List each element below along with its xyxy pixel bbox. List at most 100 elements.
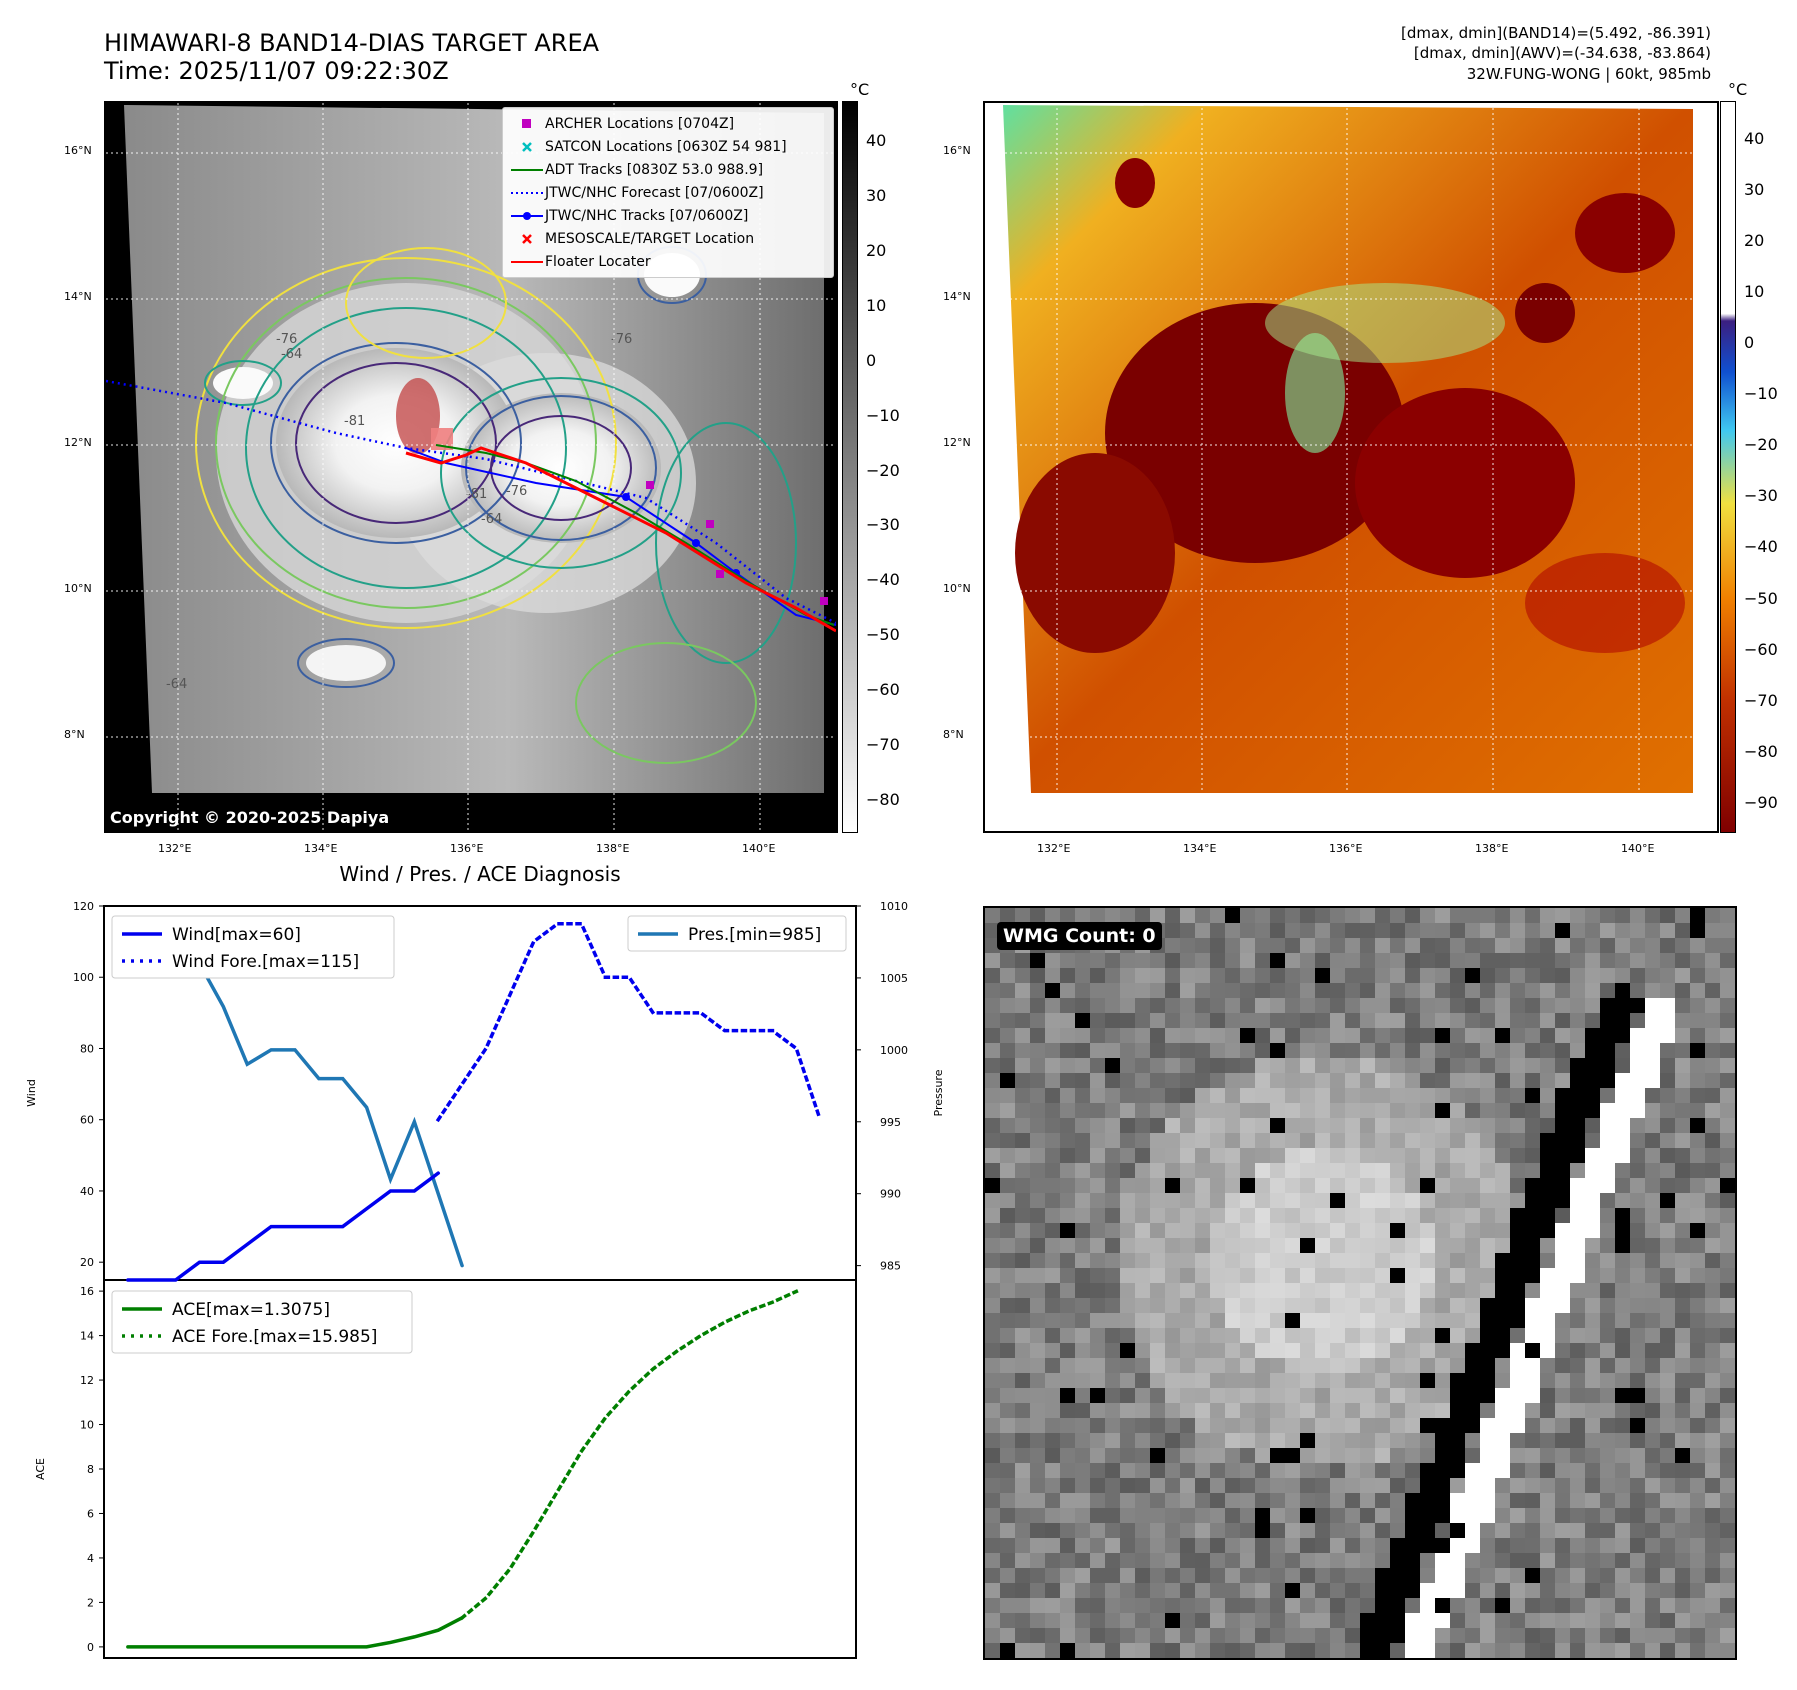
wmg-cell [1390, 1643, 1405, 1658]
wmg-cell [1060, 1343, 1075, 1358]
wmg-cell [1195, 1493, 1210, 1508]
wmg-cell [1450, 908, 1465, 923]
wmg-cell [1120, 1238, 1135, 1253]
wmg-cell [1060, 1643, 1075, 1658]
wmg-cell [1480, 1088, 1495, 1103]
wmg-cell [1645, 1643, 1660, 1658]
wmg-cell [1135, 1238, 1150, 1253]
wmg-cell [1465, 1403, 1480, 1418]
wmg-cell [1570, 1463, 1585, 1478]
wmg-cell [1150, 1418, 1165, 1433]
wmg-cell [1420, 1358, 1435, 1373]
wmg-cell [1105, 1568, 1120, 1583]
wmg-cell [1150, 1103, 1165, 1118]
wmg-cell [1690, 1538, 1705, 1553]
wmg-cell [1060, 1058, 1075, 1073]
wmg-cell [1015, 1298, 1030, 1313]
wmg-cell [1465, 1388, 1480, 1403]
wmg-cell [1705, 1118, 1720, 1133]
wmg-cell [1180, 953, 1195, 968]
wmg-cell [1360, 1193, 1375, 1208]
wmg-cell [1255, 968, 1270, 983]
wmg-cell [1540, 1583, 1555, 1598]
wmg-cell [1405, 1628, 1420, 1643]
wmg-cell [1045, 1403, 1060, 1418]
wmg-cell [1345, 1463, 1360, 1478]
wmg-cell [1510, 1478, 1525, 1493]
wmg-cell [1690, 1388, 1705, 1403]
wmg-cell [1360, 1073, 1375, 1088]
colorbar-tick: −10 [866, 405, 900, 425]
wmg-cell [1675, 1553, 1690, 1568]
wmg-cell [1105, 1343, 1120, 1358]
wmg-cell [1165, 1298, 1180, 1313]
wmg-cell [1240, 1403, 1255, 1418]
wmg-cell [1600, 1283, 1615, 1298]
wmg-cell [1045, 1268, 1060, 1283]
wmg-cell [1030, 1253, 1045, 1268]
wmg-cell [1510, 1148, 1525, 1163]
wmg-cell [1135, 1343, 1150, 1358]
lon-tick-label: 138°E [596, 842, 630, 855]
wmg-cell [1345, 1028, 1360, 1043]
wmg-cell [1150, 1598, 1165, 1613]
wmg-cell [1495, 1388, 1510, 1403]
wmg-cell [1495, 1283, 1510, 1298]
wmg-cell [1375, 1463, 1390, 1478]
wmg-cell [1525, 1298, 1540, 1313]
wmg-cell [1060, 1523, 1075, 1538]
wmg-cell [1405, 1328, 1420, 1343]
wmg-cell [1270, 1628, 1285, 1643]
wmg-cell [1285, 1403, 1300, 1418]
wmg-cell [1660, 1193, 1675, 1208]
figure-title-line2: Time: 2025/11/07 09:22:30Z [104, 57, 449, 85]
wmg-cell [1090, 1178, 1105, 1193]
wmg-cell [1180, 1538, 1195, 1553]
wmg-cell [1405, 1508, 1420, 1523]
wmg-cell [1210, 1148, 1225, 1163]
wmg-cell [1570, 1028, 1585, 1043]
wmg-cell [1390, 1598, 1405, 1613]
wmg-cell [1570, 1313, 1585, 1328]
wmg-cell [1090, 1088, 1105, 1103]
wmg-cell [1120, 1058, 1135, 1073]
legend-label: MESOSCALE/TARGET Location [545, 230, 755, 247]
wmg-cell [1180, 1418, 1195, 1433]
wmg-cell [1570, 1238, 1585, 1253]
wmg-cell [1060, 953, 1075, 968]
wmg-cell [1630, 1013, 1645, 1028]
wmg-cell [1510, 1163, 1525, 1178]
wmg-cell [1585, 1343, 1600, 1358]
wmg-cell [1600, 1388, 1615, 1403]
wmg-cell [1480, 1103, 1495, 1118]
wmg-cell [1690, 1148, 1705, 1163]
wmg-cell [1525, 1508, 1540, 1523]
wmg-cell [1390, 1268, 1405, 1283]
wmg-cell [1300, 1238, 1315, 1253]
wmg-cell [1390, 938, 1405, 953]
wmg-cell [1690, 1553, 1705, 1568]
wmg-cell [1645, 1478, 1660, 1493]
wmg-cell [1270, 1433, 1285, 1448]
wmg-cell [1195, 983, 1210, 998]
wmg-cell [1510, 1448, 1525, 1463]
wmg-cell [1495, 1613, 1510, 1628]
wmg-cell [1390, 1118, 1405, 1133]
wmg-cell [1480, 1073, 1495, 1088]
wmg-cell [1195, 1028, 1210, 1043]
wmg-cell [1060, 1373, 1075, 1388]
wmg-cell [1180, 1643, 1195, 1658]
wmg-cell [1120, 1253, 1135, 1268]
wmg-cell [1120, 1223, 1135, 1238]
wmg-cell [1300, 1643, 1315, 1658]
wmg-cell [1360, 968, 1375, 983]
wmg-cell [1240, 1298, 1255, 1313]
wmg-cell [1300, 1253, 1315, 1268]
wmg-cell [1645, 953, 1660, 968]
wmg-cell [1375, 1103, 1390, 1118]
wmg-cell [1405, 1313, 1420, 1328]
wmg-cell [1405, 1613, 1420, 1628]
wmg-cell [1225, 1013, 1240, 1028]
lat-tick-label: 12°N [943, 436, 971, 449]
wmg-cell [1270, 953, 1285, 968]
